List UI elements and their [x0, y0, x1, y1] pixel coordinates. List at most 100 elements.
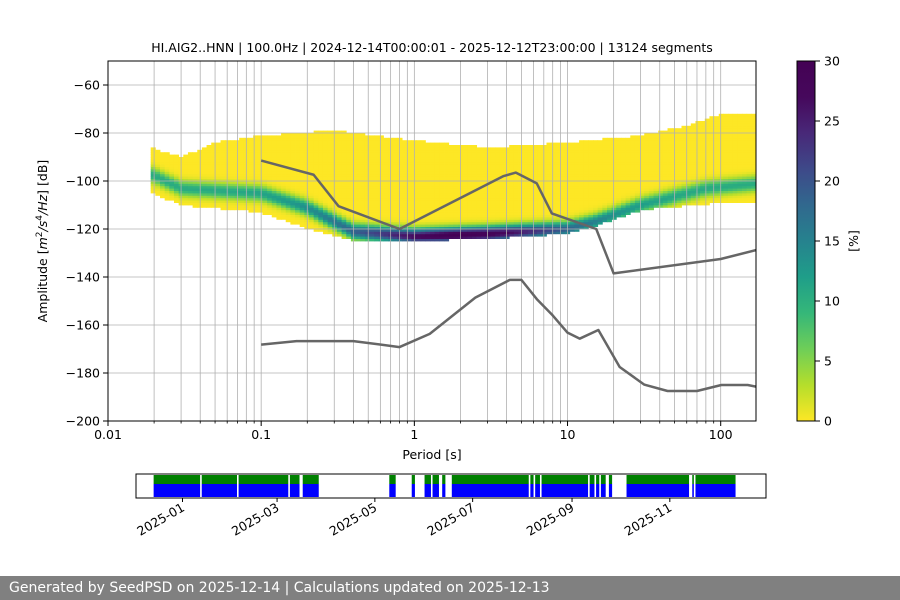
heatmap-cell — [430, 238, 436, 242]
heatmap-cell — [336, 164, 342, 167]
heatmap-cell — [709, 197, 715, 201]
heatmap-cell — [700, 142, 706, 146]
heatmap-cell — [532, 154, 538, 158]
heatmap-cell — [332, 171, 338, 175]
heatmap-cell — [560, 169, 566, 172]
heatmap-cell — [723, 140, 729, 143]
heatmap-cell — [253, 166, 259, 170]
heatmap-cell — [579, 152, 585, 155]
heatmap-cell — [425, 142, 431, 146]
heatmap-cell — [513, 161, 519, 165]
heatmap-cell — [728, 166, 734, 170]
heatmap-cell — [383, 157, 389, 160]
heatmap-cell — [704, 166, 710, 170]
heatmap-cell — [271, 207, 277, 211]
heatmap-cell — [551, 178, 557, 182]
heatmap-cell — [462, 157, 468, 160]
heatmap-cell — [607, 212, 613, 215]
heatmap-cell — [234, 157, 240, 160]
heatmap-cell — [560, 157, 566, 160]
heatmap-cell — [602, 164, 608, 167]
heatmap-cell — [481, 152, 487, 155]
heatmap-cell — [355, 233, 361, 237]
heatmap-cell — [220, 145, 226, 148]
heatmap-cell — [392, 157, 398, 160]
heatmap-cell — [271, 142, 277, 146]
heatmap-cell — [378, 238, 384, 242]
heatmap-cell — [281, 142, 287, 146]
heatmap-cell — [537, 193, 543, 196]
heatmap-cell — [295, 181, 301, 184]
heatmap-cell — [509, 202, 515, 206]
heatmap-cell — [332, 226, 338, 230]
heatmap-cell — [658, 166, 664, 170]
heatmap-cell — [397, 173, 403, 177]
heatmap-cell — [644, 200, 650, 203]
heatmap-cell — [304, 200, 310, 203]
heatmap-cell — [304, 157, 310, 160]
heatmap-cell — [229, 142, 235, 146]
heatmap-cell — [523, 221, 529, 225]
heatmap-cell — [416, 238, 422, 242]
heatmap-cell — [253, 159, 259, 163]
heatmap-cell — [448, 224, 454, 227]
heatmap-cell — [504, 161, 510, 165]
heatmap-cell — [602, 217, 608, 220]
heatmap-cell — [239, 166, 245, 170]
heatmap-cell — [173, 195, 180, 199]
heatmap-cell — [714, 130, 720, 134]
heatmap-cell — [220, 183, 226, 187]
heatmap-cell — [239, 147, 245, 151]
heatmap-cell — [513, 202, 519, 206]
heatmap-cell — [634, 140, 640, 143]
heatmap-cell — [485, 214, 491, 218]
heatmap-cell — [206, 188, 212, 191]
heatmap-cell — [504, 147, 510, 151]
heatmap-cell — [206, 169, 212, 172]
heatmap-cell — [299, 221, 305, 225]
heatmap-cell — [225, 190, 231, 194]
heatmap-cell — [327, 190, 333, 194]
heatmap-cell — [467, 149, 473, 153]
heatmap-cell — [383, 149, 389, 153]
heatmap-cell — [728, 130, 734, 134]
heatmap-cell — [532, 197, 538, 201]
heatmap-cell — [490, 195, 496, 199]
heatmap-cell — [644, 173, 650, 177]
heatmap-cell — [253, 142, 259, 146]
heatmap-cell — [602, 188, 608, 191]
heatmap-cell — [267, 154, 273, 158]
heatmap-cell — [267, 142, 273, 146]
heatmap-cell — [462, 159, 468, 163]
heatmap-cell — [607, 173, 613, 177]
heatmap-cell — [420, 171, 426, 175]
heatmap-cell — [276, 200, 282, 203]
heatmap-cell — [430, 190, 436, 194]
heatmap-cell — [444, 171, 450, 175]
heatmap-cell — [537, 152, 543, 155]
heatmap-cell — [332, 224, 338, 227]
heatmap-cell — [327, 185, 333, 189]
heatmap-cell — [588, 217, 594, 220]
heatmap-cell — [686, 181, 692, 184]
heatmap-cell — [639, 157, 645, 160]
heatmap-cell — [607, 209, 613, 213]
heatmap-cell — [630, 200, 636, 203]
heatmap-cell — [700, 125, 706, 129]
heatmap-cell — [332, 183, 338, 187]
heatmap-cell — [206, 164, 212, 167]
heatmap-cell — [187, 166, 194, 170]
heatmap-cell — [369, 176, 375, 179]
heatmap-cell — [229, 171, 235, 175]
heatmap-cell — [299, 195, 305, 199]
heatmap-cell — [569, 166, 575, 170]
heatmap-cell — [402, 169, 408, 172]
heatmap-cell — [187, 178, 194, 182]
heatmap-cell — [392, 159, 398, 163]
heatmap-cell — [718, 197, 724, 201]
heatmap-cell — [662, 197, 668, 201]
heatmap-cell — [644, 197, 650, 201]
heatmap-cell — [490, 166, 496, 170]
heatmap-cell — [392, 142, 398, 146]
